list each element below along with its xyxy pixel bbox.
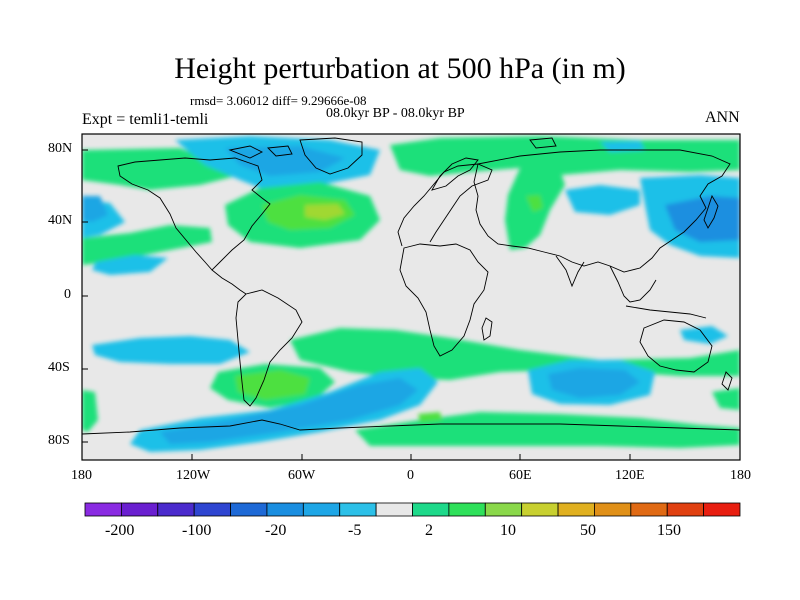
coastline-new-zealand [721,371,733,391]
anomaly-darkblue-south-indian [548,368,640,398]
colorbar-swatch [302,502,341,517]
coastline-south-america [235,289,303,407]
colorbar-swatch [84,502,122,517]
tick-marks [81,149,741,460]
colorbar-swatch [339,502,377,517]
season-label: ANN [705,109,740,126]
colorbar-swatch [484,502,523,517]
lon-tick-0: 0 [407,468,414,483]
colorbar-swatch [375,502,413,517]
anomaly-blue-west-asia [565,185,640,215]
period-text: 08.0kyr BP - 08.0kyr BP [326,106,465,121]
anomaly-blue-pacific-northwest [82,196,108,222]
colorbar-label-5: 2 [425,522,433,539]
colorbar-swatch [557,502,595,517]
colorbar-swatch [157,502,195,517]
coastline-asia [473,149,731,273]
lon-tick-60w: 60W [288,468,316,483]
colorbar-label-4: -5 [348,522,362,539]
anomaly-green-eurasia-arctic [390,136,740,176]
coastline-southeast-asia [609,265,657,303]
colorbar-swatch [448,502,486,517]
coastline-scandinavia [431,157,479,191]
colorbar [84,502,741,517]
anomaly-green-antarctic-east [355,412,740,448]
experiment-label: Expt = temli1-temli [82,111,209,128]
colorbar-label-2: -100 [182,522,212,539]
figure-title: Height perturbation at 500 hPa (in m) [174,52,626,85]
colorbar-swatch [230,502,268,517]
lon-tick-180e: 180 [730,468,751,483]
colorbar-label-8: 150 [657,522,681,539]
colorbar-label-3: -20 [265,522,287,539]
colorbar-swatch [193,502,231,517]
colorbar-swatch [666,502,705,517]
coastline-arctic-islands [228,137,557,159]
colorbar-swatch [266,502,304,517]
coastline-australia [639,319,713,373]
coastline-india [555,255,585,288]
coastline-greenland [299,137,363,175]
anomaly-brightgreen-south-america [235,370,310,400]
anomaly-brightgreen-siberia [526,195,543,212]
coastline-madagascar [481,317,493,341]
colorbar-label-1: -200 [105,522,135,539]
anomaly-darkblue-east-asia [665,196,740,242]
coastline-antarctica [82,419,740,435]
coastline-indonesia [625,305,707,319]
lat-tick-80n: 80N [48,141,73,156]
lon-tick-180w: 180 [71,468,92,483]
anomaly-blue-sw-pacific-north [92,255,168,275]
colorbar-swatch [120,502,159,517]
coastline-japan [703,194,719,229]
colorbar-swatch [594,502,632,517]
lon-tick-60e: 60E [509,468,532,483]
coastline-north-america [117,157,271,271]
anomaly-darkblue-southern-ocean [160,378,418,444]
colorbar-swatch [412,502,450,517]
lat-tick-80s: 80S [48,433,70,448]
anomaly-green-southwest-edge [82,390,98,432]
lat-tick-0: 0 [64,287,71,302]
anomaly-yellowgreen-north-atlantic [305,204,345,220]
anomaly-green-north-pacific-east [82,225,212,265]
lon-tick-120e: 120E [615,468,645,483]
colorbar-swatch [630,502,668,517]
anomaly-green-southeast-edge [712,388,740,410]
colorbar-label-6: 10 [500,522,516,539]
anomaly-blue-south-pacific-west [92,336,250,364]
lon-tick-120w: 120W [176,468,211,483]
lat-tick-40s: 40S [48,360,70,375]
anomaly-blue-arctic-core [225,146,345,176]
coastlines [82,137,740,435]
coastline-africa [399,243,489,357]
colorbar-swatch [703,502,741,517]
anomaly-blue-arctic-ne [600,141,645,152]
colorbar-label-7: 50 [580,522,596,539]
lat-tick-40n: 40N [48,213,73,228]
stats-text: rmsd= 3.06012 diff= 9.29666e-08 [190,93,367,108]
colorbar-swatch [521,502,559,517]
anomaly-field [82,136,740,452]
anomaly-brightgreen-antarctic-patch [418,412,442,422]
coastline-central-america [211,269,247,295]
